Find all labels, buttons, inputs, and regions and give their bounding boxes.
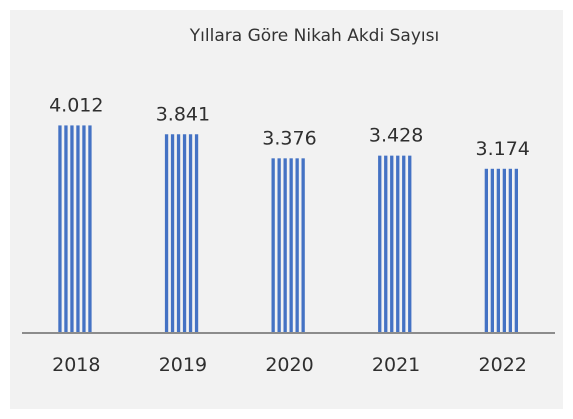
x-tick-label-2022: 2022 bbox=[479, 354, 527, 376]
bar-stripe bbox=[408, 155, 412, 333]
bar-stripe bbox=[58, 125, 62, 333]
bar-stripe bbox=[384, 155, 388, 333]
bar-stripe bbox=[496, 168, 500, 333]
bar-stripe bbox=[283, 158, 287, 333]
bar-stripe bbox=[402, 155, 406, 333]
bar-stripe bbox=[188, 134, 193, 333]
chart-title: Yıllara Göre Nikah Akdi Sayısı bbox=[189, 26, 440, 46]
bar-stripe bbox=[182, 134, 187, 333]
bar-stripe bbox=[508, 168, 512, 333]
bar-stripe bbox=[64, 125, 68, 333]
bar-stripe bbox=[70, 125, 74, 333]
data-label-2021: 3.428 bbox=[369, 125, 423, 147]
bar-stripe bbox=[484, 168, 488, 333]
labels-group: 4.012 2018 3.841 2019 3.376 2020 3.428 2021 3.17… bbox=[49, 94, 530, 376]
bar-stripe bbox=[277, 158, 281, 333]
bar-stripe bbox=[176, 134, 181, 333]
data-label-2019: 3.841 bbox=[156, 103, 210, 125]
bar-stripe bbox=[271, 158, 275, 333]
bar-2021 bbox=[378, 155, 412, 333]
bar-2022 bbox=[484, 168, 518, 333]
bar-2020 bbox=[271, 158, 305, 333]
bar-stripe bbox=[301, 158, 305, 333]
bar-stripe bbox=[289, 158, 293, 333]
x-tick-label-2019: 2019 bbox=[159, 354, 207, 376]
bar-stripe bbox=[194, 134, 199, 333]
bar-stripe bbox=[170, 134, 175, 333]
bar-2019 bbox=[164, 134, 199, 333]
bar-stripe bbox=[502, 168, 506, 333]
data-label-2018: 4.012 bbox=[49, 94, 103, 116]
bar-2018 bbox=[58, 125, 92, 333]
bar-stripe bbox=[164, 134, 169, 333]
bar-stripe bbox=[88, 125, 92, 333]
bar-stripe bbox=[514, 168, 518, 333]
bar-stripe bbox=[82, 125, 86, 333]
bar-stripe bbox=[378, 155, 382, 333]
bar-stripe bbox=[390, 155, 394, 333]
x-tick-label-2018: 2018 bbox=[52, 354, 100, 376]
bar-stripe bbox=[490, 168, 494, 333]
bar-stripe bbox=[295, 158, 299, 333]
data-label-2022: 3.174 bbox=[475, 138, 529, 160]
x-tick-label-2021: 2021 bbox=[372, 354, 420, 376]
data-label-2020: 3.376 bbox=[262, 127, 316, 149]
bar-stripe bbox=[76, 125, 80, 333]
x-tick-label-2020: 2020 bbox=[265, 354, 313, 376]
bars-group bbox=[58, 125, 518, 333]
bar-stripe bbox=[396, 155, 400, 333]
